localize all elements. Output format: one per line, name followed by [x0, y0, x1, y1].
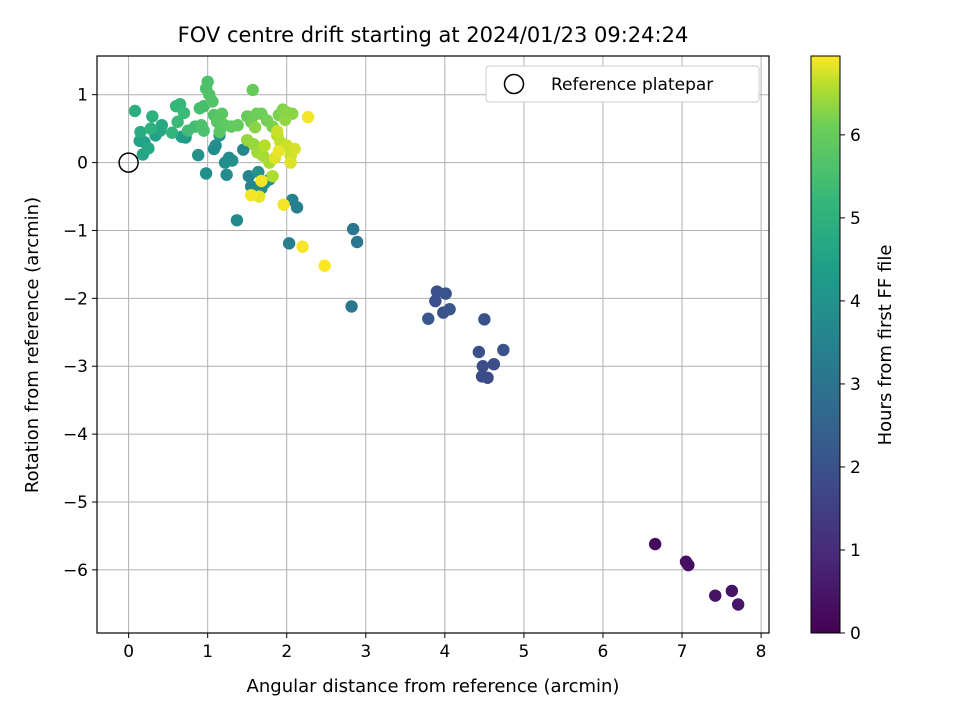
data-point	[346, 222, 360, 236]
data-point	[350, 235, 364, 249]
data-point	[725, 584, 739, 598]
y-tick-label: −2	[63, 289, 88, 309]
data-point	[242, 169, 255, 183]
data-point	[155, 119, 169, 132]
data-point	[731, 598, 745, 611]
x-tick-label: 2	[281, 642, 292, 662]
x-tick-label: 8	[756, 642, 767, 662]
data-point	[478, 313, 491, 326]
data-point	[165, 126, 179, 139]
y-tick-label: −1	[63, 221, 88, 241]
y-tick-label: −6	[63, 561, 88, 581]
data-point	[476, 360, 490, 373]
data-point	[296, 240, 309, 253]
colorbar-tick-label: 3	[850, 375, 861, 395]
data-point	[284, 156, 297, 169]
colorbar-tick-label: 4	[850, 292, 861, 312]
data-point	[230, 214, 244, 227]
data-point	[709, 589, 722, 602]
data-point	[144, 122, 157, 135]
data-point	[197, 124, 210, 137]
x-axis-ticks: 0 1 2 3 4 5 6 7 8	[123, 633, 767, 662]
data-point	[271, 125, 284, 138]
data-point	[237, 143, 250, 156]
data-point	[248, 121, 262, 134]
data-point	[171, 115, 184, 129]
data-point	[497, 343, 510, 357]
legend-marker	[503, 73, 525, 95]
data-point	[282, 237, 296, 250]
x-tick-label: 6	[598, 642, 609, 662]
legend-box	[485, 65, 760, 103]
data-point	[215, 107, 229, 120]
data-point	[345, 300, 358, 313]
colorbar-tick-label: 0	[850, 624, 861, 644]
data-point	[272, 144, 286, 158]
data-point	[246, 83, 259, 97]
colorbar-gradient	[810, 55, 841, 634]
data-point	[682, 558, 695, 572]
reference-point	[118, 152, 139, 173]
grid-lines	[97, 56, 769, 633]
y-tick-label: 0	[77, 154, 88, 174]
x-tick-label: 1	[202, 642, 213, 662]
data-point	[199, 167, 213, 180]
data-point	[206, 95, 219, 108]
y-axis-label: Rotation from reference (arcmin)	[22, 197, 43, 493]
x-axis-label: Angular distance from reference (arcmin)	[247, 676, 620, 697]
x-tick-label: 5	[519, 642, 530, 662]
data-point	[258, 139, 271, 152]
data-point	[213, 125, 226, 139]
data-point	[422, 312, 435, 325]
data-point	[225, 154, 239, 167]
plot-frame	[96, 55, 770, 634]
colorbar: 0 1 2 3 4 5 6 Hours from first FF file	[810, 55, 896, 644]
data-point	[220, 168, 233, 181]
colorbar-tick-label: 5	[850, 209, 861, 229]
data-point	[209, 139, 222, 152]
colorbar-ticks: 0 1 2 3 4 5 6	[840, 126, 861, 644]
legend-entry: Reference platepar	[551, 75, 713, 95]
chart-title: FOV centre drift starting at 2024/01/23 …	[178, 23, 689, 47]
data-point	[142, 142, 155, 155]
colorbar-tick-label: 1	[850, 541, 861, 561]
data-point	[429, 294, 442, 308]
data-point	[278, 113, 292, 127]
data-point	[318, 259, 331, 272]
y-tick-label: 1	[77, 86, 88, 106]
x-tick-label: 4	[439, 642, 450, 662]
y-tick-label: −5	[63, 493, 88, 513]
y-axis-ticks: −6 −5 −4 −3 −2 −1 0 1	[63, 86, 97, 581]
x-tick-label: 0	[123, 642, 134, 662]
data-point	[231, 119, 244, 132]
data-point	[301, 110, 315, 124]
data-point	[266, 169, 279, 183]
data-point	[472, 345, 486, 359]
colorbar-tick-label: 2	[850, 458, 861, 478]
data-point	[648, 537, 662, 551]
data-point	[146, 110, 159, 123]
data-point	[290, 201, 304, 214]
data-point	[443, 303, 456, 316]
data-point	[191, 148, 205, 162]
data-point	[177, 106, 191, 120]
data-point	[134, 125, 147, 139]
data-point	[481, 371, 494, 384]
x-tick-label: 7	[677, 642, 688, 662]
data-point	[439, 287, 452, 300]
x-tick-label: 3	[360, 642, 371, 662]
data-point	[128, 104, 142, 118]
data-point	[244, 188, 258, 202]
colorbar-label: Hours from first FF file	[875, 245, 896, 446]
data-point	[487, 357, 501, 371]
y-tick-label: −4	[63, 425, 88, 445]
y-tick-label: −3	[63, 357, 88, 377]
colorbar-tick-label: 6	[850, 126, 861, 146]
data-points	[128, 75, 745, 611]
data-point	[277, 198, 290, 211]
legend: Reference platepar	[485, 65, 760, 103]
data-point	[288, 142, 301, 156]
data-point	[255, 174, 268, 188]
